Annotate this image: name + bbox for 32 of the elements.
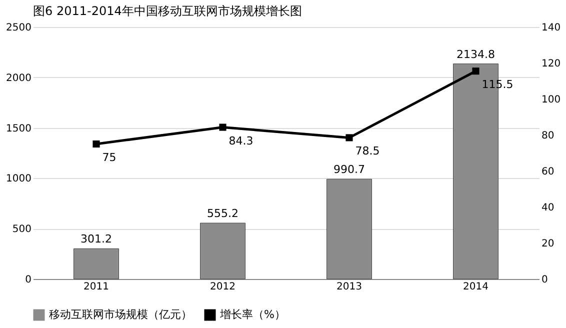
y-tick-label: 0 xyxy=(25,274,32,286)
legend-label: 增长率（%） xyxy=(219,308,286,321)
data-label: 75 xyxy=(102,151,116,164)
y-tick-label: 2500 xyxy=(6,22,32,34)
data-label: 2134.8 xyxy=(456,48,495,61)
y2-tick-label: 60 xyxy=(542,166,554,178)
y2-tick-label: 0 xyxy=(542,274,548,286)
x-tick-label: 2014 xyxy=(463,282,488,292)
point xyxy=(346,134,353,142)
data-label: 555.2 xyxy=(207,207,238,220)
point xyxy=(92,140,100,148)
data-label: 301.2 xyxy=(80,232,112,246)
data-label: 78.5 xyxy=(355,144,380,158)
point xyxy=(472,68,480,75)
legend-label: 移动互联网市场规模（亿元） xyxy=(49,308,192,321)
y-tick-label: 2000 xyxy=(6,72,32,84)
y2-tick-label: 80 xyxy=(542,130,554,142)
data-label: 84.3 xyxy=(228,134,254,148)
y-tick-label: 1000 xyxy=(6,174,32,185)
y2-tick-label: 40 xyxy=(542,202,554,214)
y-tick-label: 500 xyxy=(12,224,32,236)
y2-tick-label: 120 xyxy=(542,58,561,70)
y2-tick-label: 140 xyxy=(542,22,561,34)
x-tick-label: 2011 xyxy=(84,282,109,292)
y2-tick-label: 20 xyxy=(542,238,554,250)
point xyxy=(219,124,226,131)
y2-tick-label: 100 xyxy=(542,94,561,106)
data-label: 990.7 xyxy=(334,163,365,176)
y-tick-label: 1500 xyxy=(6,123,32,134)
chart-title: 图6 2011-2014年中国移动互联网市场规模增长图 xyxy=(33,4,302,18)
x-tick-label: 2013 xyxy=(336,282,362,292)
x-tick-label: 2012 xyxy=(210,282,236,292)
